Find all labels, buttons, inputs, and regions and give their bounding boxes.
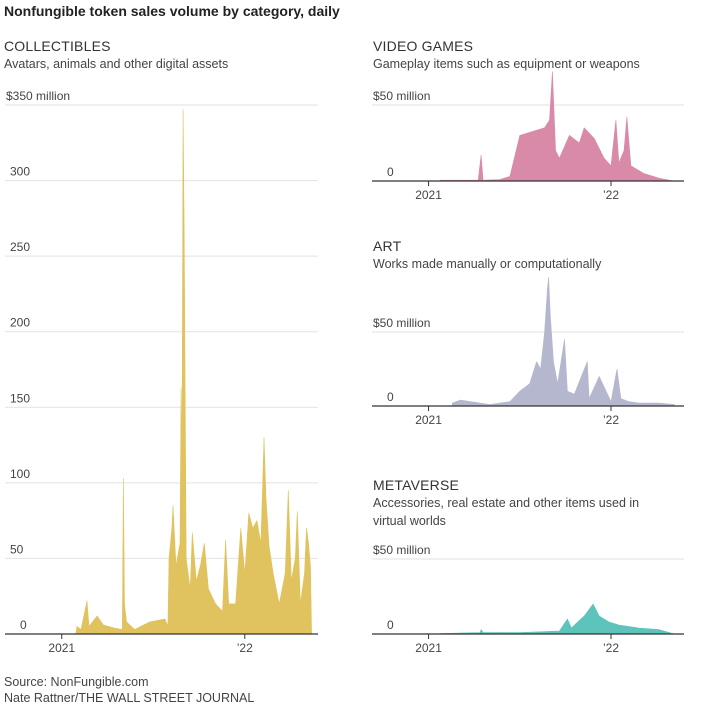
video-games-ytick-label: $50 million [373,89,430,103]
art-ytick-label: 0 [387,390,394,404]
video-games-subtitle: Gameplay items such as equipment or weap… [373,57,640,71]
metaverse-xtick-label: ’22 [603,641,619,655]
collectibles-title: COLLECTIBLES [4,38,111,54]
collectibles-ytick-label: $350 million [6,89,70,103]
metaverse-ytick-label: $50 million [373,543,430,557]
collectibles-ytick-label: 150 [10,391,30,405]
collectibles-ytick-label: 50 [10,542,24,556]
collectibles-xtick-label: 2021 [48,641,75,655]
art-title: ART [373,238,402,254]
metaverse-area [440,603,675,635]
video-games-title: VIDEO GAMES [373,38,474,54]
source-note: Source: NonFungible.com [4,675,149,689]
metaverse-subtitle-line2: virtual worlds [373,514,446,528]
art-subtitle: Works made manually or computationally [373,257,602,271]
metaverse-title: METAVERSE [373,477,460,493]
metaverse-xtick-label: 2021 [415,641,442,655]
video-games-xtick-label: 2021 [415,188,442,202]
metaverse-subtitle-line1: Accessories, real estate and other items… [373,496,640,510]
collectibles-subtitle: Avatars, animals and other digital asset… [4,57,229,71]
metaverse-ytick-label: 0 [387,618,394,632]
collectibles-ytick-label: 200 [10,316,30,330]
collectibles-ytick-label: 250 [10,240,30,254]
art-ytick-label: $50 million [373,316,430,330]
credit-note: Nate Rattner/THE WALL STREET JOURNAL [4,691,255,705]
art-xtick-label: ’22 [603,413,619,427]
video-games-xtick-label: ’22 [603,188,619,202]
video-games-area [440,71,674,182]
collectibles-ytick-label: 100 [10,467,30,481]
collectibles-ytick-label: 0 [20,618,27,632]
video-games-ytick-label: 0 [387,165,394,179]
collectibles-xtick-label: ’22 [237,641,253,655]
collectibles-ytick-label: 300 [10,165,30,179]
art-area [452,276,675,407]
page-title: Nonfungible token sales volume by catego… [4,3,340,19]
collectibles-area [75,109,312,635]
art-xtick-label: 2021 [415,413,442,427]
